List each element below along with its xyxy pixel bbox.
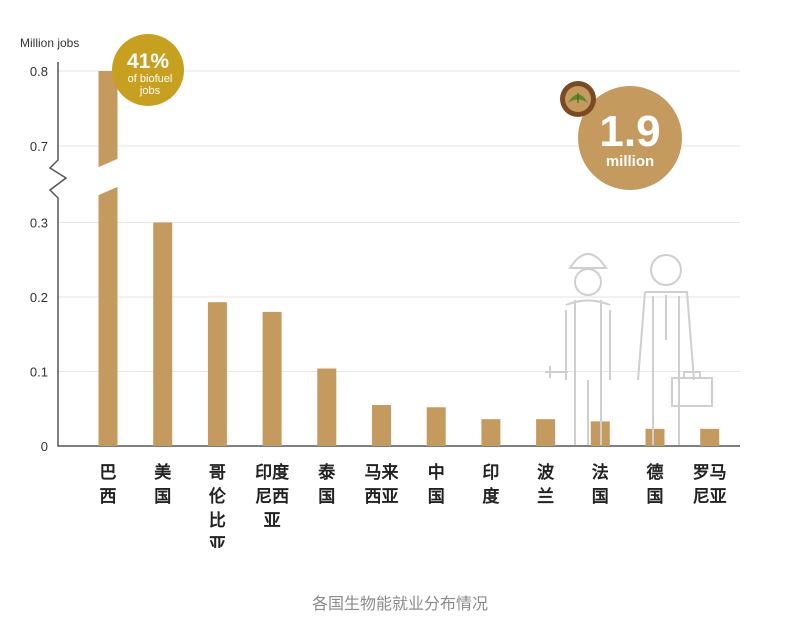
bar xyxy=(262,311,282,446)
y-axis: 0.8 0.7 0.3 0.2 0.1 0 xyxy=(30,62,740,454)
category-label-line: 尼西 xyxy=(255,487,289,507)
bar xyxy=(317,368,337,446)
category-label: 波兰 xyxy=(537,462,555,507)
category-label-line: 西 xyxy=(100,487,117,507)
total-jobs-unit: million xyxy=(606,153,654,170)
bar xyxy=(481,419,501,446)
category-label-line: 国 xyxy=(318,487,335,507)
category-label-line: 印度 xyxy=(255,462,290,483)
category-label-line: 亚 xyxy=(264,511,281,531)
category-label-line: 美 xyxy=(154,462,172,483)
category-label: 法国 xyxy=(592,462,609,507)
category-label-line: 德 xyxy=(647,462,664,483)
y-tick-label: 0.2 xyxy=(30,290,48,305)
bar xyxy=(645,428,665,446)
category-label-line: 伦 xyxy=(209,486,227,507)
y-tick-label: 0.7 xyxy=(30,139,48,154)
biofuel-jobs-chart: 0.80.70.30.20.10 Million jobs 巴西美国哥伦比亚印度… xyxy=(20,34,740,555)
badge-line-2: jobs xyxy=(139,85,161,97)
total-jobs-badge: 1.9 million xyxy=(578,86,682,190)
bar xyxy=(536,419,556,446)
category-label-line: 亚 xyxy=(209,535,226,555)
category-label-line: 比 xyxy=(209,510,226,531)
category-label-line: 兰 xyxy=(537,486,554,507)
category-label: 印度 xyxy=(482,463,500,507)
category-label-line: 法 xyxy=(592,462,609,483)
category-label: 德国 xyxy=(647,462,664,507)
category-label-line: 哥 xyxy=(209,463,226,483)
percent-badge: 41% of biofuel jobs xyxy=(112,34,184,106)
bar xyxy=(98,71,118,446)
category-label-line: 波 xyxy=(537,462,555,483)
category-label-line: 度 xyxy=(482,486,500,507)
bar xyxy=(700,428,720,446)
bar xyxy=(426,407,446,446)
category-label-line: 西亚 xyxy=(365,487,399,507)
bar xyxy=(207,302,227,446)
badge-line-1: of biofuel xyxy=(128,73,173,85)
category-label: 巴西 xyxy=(100,463,117,507)
y-axis-line xyxy=(48,62,740,447)
category-label-line: 泰 xyxy=(318,462,336,483)
category-label-line: 印 xyxy=(482,463,499,483)
badge-percent: 41% xyxy=(127,50,169,73)
category-label: 中国 xyxy=(428,462,445,507)
bar-break xyxy=(96,158,120,196)
category-label-line: 国 xyxy=(428,487,445,507)
category-label: 泰国 xyxy=(318,462,336,507)
category-label-line: 马来 xyxy=(365,462,400,483)
bar xyxy=(153,222,173,446)
leaf-icon xyxy=(560,81,596,117)
bar xyxy=(372,405,391,446)
category-label-line: 尼亚 xyxy=(693,487,727,507)
category-label-line: 国 xyxy=(592,487,609,507)
category-label-line: 中 xyxy=(428,462,445,483)
y-tick-label: 0.8 xyxy=(30,64,48,79)
y-tick-label: 0.3 xyxy=(30,216,48,231)
category-label-line: 国 xyxy=(154,487,171,507)
y-tick-label: 0.1 xyxy=(30,365,48,380)
worker-illustration xyxy=(545,253,611,445)
bars xyxy=(96,71,720,446)
category-label-line: 巴 xyxy=(100,463,117,483)
y-tick-label: 0 xyxy=(41,439,48,454)
total-jobs-number: 1.9 xyxy=(599,107,660,156)
businessman-illustration xyxy=(637,254,713,445)
category-label-line: 罗马 xyxy=(693,463,727,483)
y-axis-unit-label: Million jobs xyxy=(20,36,79,50)
figure-caption: 各国生物能就业分布情况 xyxy=(311,594,488,613)
category-label: 美国 xyxy=(154,462,172,507)
category-label-line: 国 xyxy=(647,487,664,507)
